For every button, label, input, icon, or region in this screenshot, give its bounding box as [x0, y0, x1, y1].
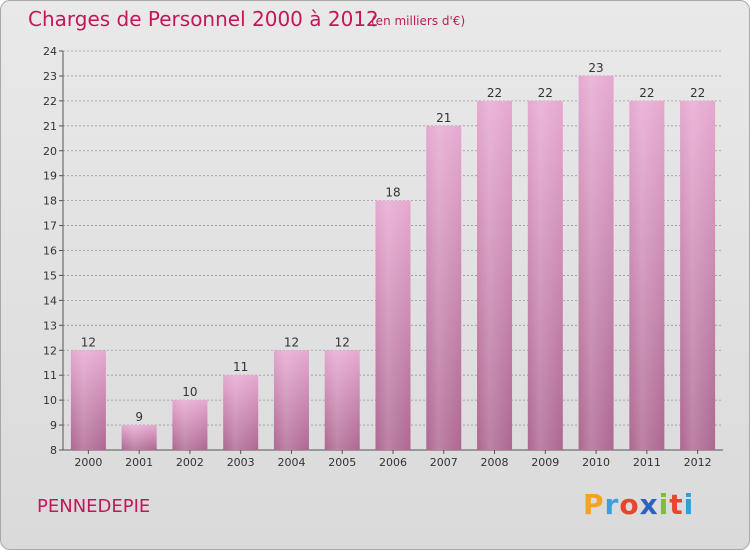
- bar-value-label: 10: [182, 385, 197, 399]
- logo-letter: P: [583, 488, 605, 521]
- y-tick-label: 17: [43, 220, 57, 233]
- y-tick-label: 9: [50, 419, 57, 432]
- y-tick-label: 15: [43, 269, 57, 282]
- y-tick-label: 22: [43, 95, 57, 108]
- logo-letter: i: [683, 488, 695, 521]
- x-tick-label: 2002: [176, 456, 204, 469]
- bar-highlight: [70, 350, 106, 450]
- x-tick-label: 2004: [277, 456, 305, 469]
- bar-value-label: 18: [385, 186, 400, 200]
- commune-name: PENNEDEPIE: [37, 496, 151, 517]
- logo-letter: o: [619, 488, 640, 521]
- x-tick-label: 2008: [481, 456, 509, 469]
- bar-highlight: [629, 100, 665, 450]
- bar-value-label: 22: [538, 86, 553, 100]
- logo-letter: r: [604, 488, 620, 521]
- bar-highlight: [477, 100, 513, 450]
- bar-highlight: [121, 425, 157, 450]
- bar-value-label: 22: [487, 86, 502, 100]
- logo-letter: x: [639, 488, 659, 521]
- x-tick-label: 2012: [684, 456, 712, 469]
- bar-highlight: [223, 375, 259, 450]
- logo-letter: t: [669, 488, 684, 521]
- x-tick-label: 2010: [582, 456, 610, 469]
- y-tick-label: 18: [43, 195, 57, 208]
- x-tick-label: 2001: [125, 456, 153, 469]
- bar-highlight: [273, 350, 309, 450]
- bar-highlight: [680, 100, 716, 450]
- bar-value-label: 11: [233, 360, 248, 374]
- x-tick-label: 2005: [328, 456, 356, 469]
- x-tick-label: 2007: [430, 456, 458, 469]
- y-tick-label: 11: [43, 369, 57, 382]
- y-tick-label: 21: [43, 120, 57, 133]
- bar-value-label: 21: [436, 111, 451, 125]
- y-tick-label: 19: [43, 170, 57, 183]
- bar-highlight: [324, 350, 360, 450]
- y-tick-label: 10: [43, 394, 57, 407]
- chart-title: Charges de Personnel 2000 à 2012: [28, 7, 379, 31]
- y-tick-label: 23: [43, 70, 57, 83]
- y-tick-label: 14: [43, 294, 57, 307]
- x-tick-label: 2011: [633, 456, 661, 469]
- logo-letter: i: [658, 488, 670, 521]
- proxiti-logo: Proxiti: [583, 488, 694, 521]
- bar-value-label: 12: [335, 335, 350, 349]
- bar-value-label: 23: [588, 61, 603, 75]
- x-tick-label: 2000: [74, 456, 102, 469]
- bar-highlight: [578, 75, 614, 450]
- y-tick-label: 20: [43, 145, 57, 158]
- y-tick-label: 12: [43, 344, 57, 357]
- x-tick-label: 2003: [227, 456, 255, 469]
- bar-highlight: [426, 125, 462, 450]
- bar-value-label: 22: [690, 86, 705, 100]
- y-tick-label: 8: [50, 444, 57, 457]
- bar-highlight: [527, 100, 563, 450]
- chart-unit: (en milliers d'€): [371, 14, 466, 28]
- bar-value-label: 12: [284, 335, 299, 349]
- bar-highlight: [375, 200, 411, 450]
- bar-value-label: 12: [81, 335, 96, 349]
- x-tick-label: 2009: [531, 456, 559, 469]
- bar-value-label: 9: [135, 410, 143, 424]
- y-tick-label: 16: [43, 245, 57, 258]
- bar-value-label: 22: [639, 86, 654, 100]
- bar-highlight: [172, 400, 208, 450]
- y-tick-label: 13: [43, 319, 57, 332]
- y-tick-label: 24: [43, 45, 57, 58]
- x-tick-label: 2006: [379, 456, 407, 469]
